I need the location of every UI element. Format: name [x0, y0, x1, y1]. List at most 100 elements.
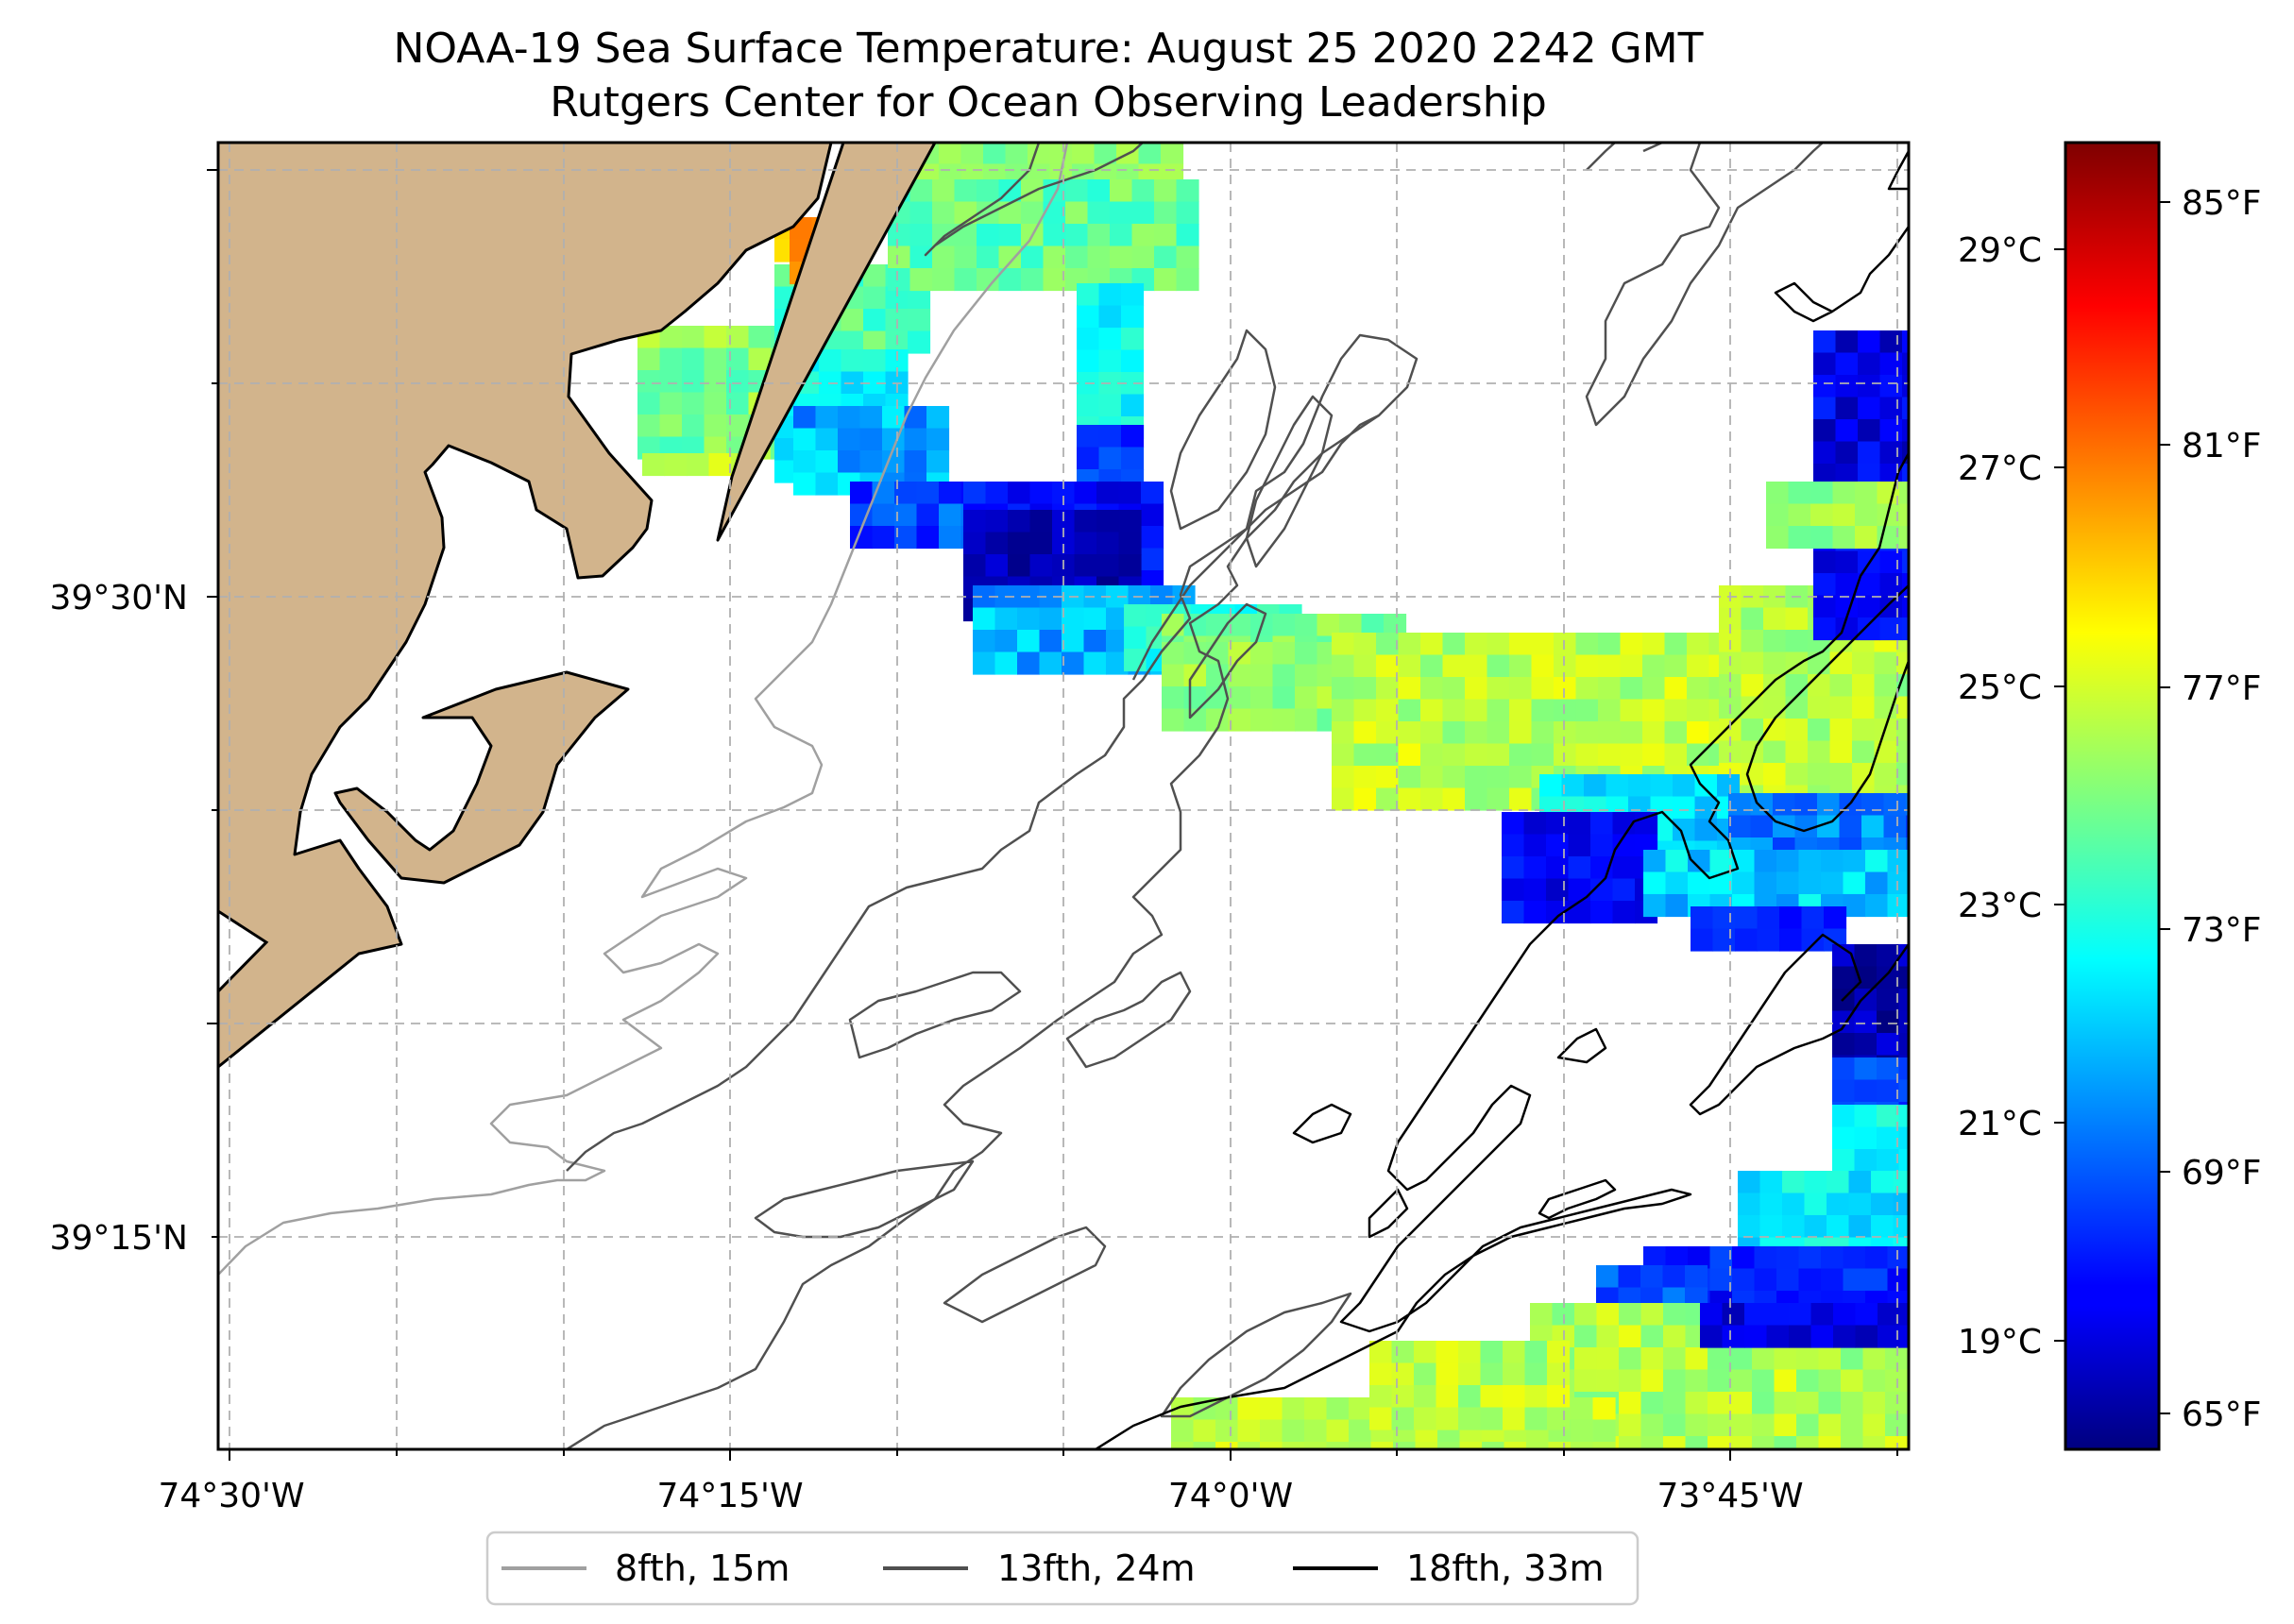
sst-pixel [1685, 1392, 1708, 1415]
sst-pixel [1043, 245, 1066, 269]
sst-pixel [1673, 774, 1696, 798]
sst-pixel [1732, 1246, 1756, 1270]
sst-pixel [1077, 447, 1100, 470]
sst-pixel [1376, 787, 1400, 811]
sst-pixel [1898, 989, 1909, 1012]
sst-pixel [1687, 654, 1710, 678]
lon-tick-label: 74°15'W [656, 1477, 803, 1515]
sst-pixel [1282, 1397, 1305, 1421]
sst-pixel [1709, 1268, 1733, 1292]
sst-pixel [1902, 330, 1909, 354]
sst-pixel [1862, 1347, 1886, 1371]
sst-pixel [1592, 1397, 1616, 1421]
axis-ticks [207, 169, 1898, 1461]
sst-pixel [1843, 1268, 1866, 1292]
sst-pixel [1398, 766, 1421, 789]
sst-pixel [1250, 664, 1274, 687]
sst-pixel [1458, 1385, 1482, 1409]
sst-pixel [1810, 526, 1834, 550]
sst-pixel [1546, 812, 1570, 836]
sst-pixel [1332, 633, 1355, 656]
sst-pixel [1353, 721, 1377, 745]
sst-pixel [704, 347, 727, 371]
sst-pixel [1854, 1033, 1878, 1057]
sst-pixel [872, 503, 895, 527]
sst-pixel [1664, 633, 1688, 656]
sst-pixel [1531, 721, 1555, 745]
sst-pixel [1728, 815, 1752, 838]
sst-pixel [1708, 1436, 1731, 1449]
sst-pixel [1861, 793, 1885, 817]
sst-pixel [1141, 526, 1164, 550]
map-gridlines [218, 143, 1909, 1449]
sst-pixel [1813, 595, 1837, 618]
sst-pixel [1065, 179, 1089, 203]
sst-pixel [1376, 699, 1400, 722]
sst-pixel [1503, 1341, 1526, 1364]
sst-pixel [1154, 268, 1178, 292]
sst-pixel [1391, 1385, 1415, 1409]
sst-pixel [1841, 1392, 1864, 1415]
lat-tick-label: 39°30'N [50, 579, 188, 617]
sst-pixel [1524, 1362, 1548, 1386]
sst-pixel [1665, 894, 1689, 918]
sst-pixel [1896, 740, 1909, 764]
sst-pixel [1465, 654, 1488, 678]
sst-pixel [1818, 1413, 1842, 1437]
sst-pixel [888, 245, 911, 269]
sst-pixel [1295, 642, 1318, 666]
celsius-tick-label: 29°C [1958, 231, 2042, 270]
sst-pixel [1021, 245, 1045, 269]
sst-pixel [1738, 1193, 1761, 1216]
sst-pixel [1176, 224, 1199, 247]
sst-pixel [1161, 143, 1184, 165]
sst-pixel [1596, 1303, 1620, 1327]
sst-pixel [1074, 510, 1097, 533]
sst-pixel [1741, 607, 1764, 631]
sst-pixel [1902, 397, 1909, 420]
sst-pixel [1376, 766, 1400, 789]
sst-pixel [1841, 1436, 1864, 1449]
sst-pixel [1584, 774, 1607, 798]
sst-pixel [1877, 1079, 1900, 1103]
sst-pixel [1568, 856, 1591, 880]
sst-pixel [1763, 763, 1787, 787]
sst-pixel [1664, 721, 1688, 745]
sst-pixel [1509, 654, 1533, 678]
sst-pixel [1858, 595, 1881, 618]
sst-pixel [1885, 1436, 1909, 1449]
sst-pixel [1865, 1268, 1889, 1292]
sst-pixel [1465, 633, 1488, 656]
sst-pixel [1832, 1079, 1856, 1103]
fahrenheit-tick-label: 69°F [2182, 1154, 2262, 1193]
sst-pixel [1121, 283, 1145, 307]
sst-pixel [1414, 1341, 1437, 1364]
sst-pixel [1902, 617, 1909, 641]
sst-pixel [1759, 1193, 1783, 1216]
sst-pixel [1043, 201, 1066, 225]
sst-pixel [1295, 614, 1318, 637]
sst-pixel [1642, 721, 1666, 745]
sst-pixel [1691, 928, 1714, 952]
sst-pixel [1391, 1362, 1415, 1386]
sst-pixel [1773, 793, 1796, 817]
sst-pixel [1832, 1105, 1856, 1128]
celsius-tick-label: 27°C [1958, 449, 2042, 488]
sst-pixel [1206, 664, 1230, 687]
sst-pixel [1098, 283, 1122, 307]
sst-pixel [1879, 617, 1903, 641]
sst-pixel [815, 472, 839, 496]
sst-pixel [1685, 1369, 1708, 1393]
sst-pixel [1096, 554, 1120, 578]
sst-pixel [1503, 1362, 1526, 1386]
sst-pixel [1575, 699, 1599, 722]
sst-pixel [1509, 677, 1533, 701]
sst-pixel [1685, 1347, 1708, 1371]
sst-pixel [1858, 441, 1881, 465]
sst-pixel [1801, 906, 1825, 930]
sst-pixel [1843, 871, 1866, 895]
sst-pixel [1782, 1215, 1806, 1239]
sst-pixel [1074, 482, 1097, 505]
sst-pixel [1898, 966, 1909, 990]
sst-pixel [1808, 674, 1831, 698]
